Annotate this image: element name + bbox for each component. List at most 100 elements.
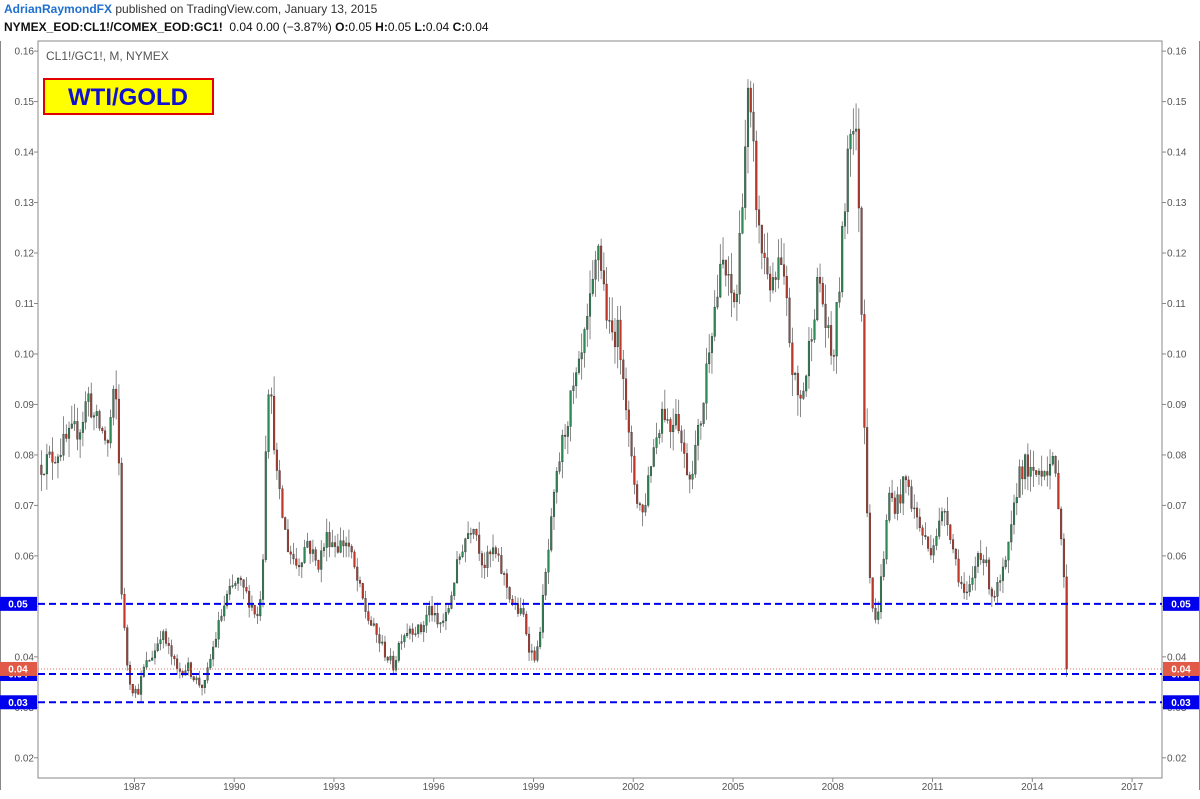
support-line-badge-left: [0, 596, 37, 611]
y-tick-label-right: 0.13: [1167, 198, 1187, 209]
close-value: 0.04: [465, 20, 489, 34]
candle-body: [536, 646, 539, 661]
candle-body: [264, 451, 267, 560]
candle-body: [234, 583, 237, 586]
candle-body: [735, 293, 738, 303]
candle-body: [807, 341, 810, 377]
candle-body: [331, 542, 334, 548]
candle-body: [259, 599, 262, 617]
candle-body: [167, 643, 170, 646]
candle-body: [375, 623, 378, 635]
high-label: H:: [375, 20, 388, 34]
candle-body: [156, 643, 159, 651]
candle-body: [192, 676, 195, 681]
candle-body: [552, 491, 556, 517]
candle-body: [104, 430, 107, 441]
candle-body: [688, 474, 691, 480]
candle-body: [832, 355, 835, 357]
candle-body: [137, 688, 140, 695]
low-label: L:: [414, 20, 426, 34]
candle-body: [1060, 508, 1063, 540]
candle-body: [672, 424, 675, 433]
candle-body: [622, 359, 625, 379]
candle-body: [613, 331, 616, 348]
candle-body: [298, 565, 301, 568]
candle-body: [971, 577, 974, 585]
candle-body: [353, 551, 356, 568]
candle-body: [663, 408, 666, 421]
candle-body: [431, 606, 434, 616]
candle-body: [314, 549, 317, 561]
candle-body: [422, 625, 425, 633]
candle-body: [935, 536, 938, 546]
candle-body: [979, 553, 982, 560]
candle-body: [98, 411, 101, 429]
candle-body: [237, 577, 240, 584]
candle-body: [151, 657, 154, 661]
candle-body: [669, 419, 672, 433]
candle-body: [325, 532, 328, 548]
candle-body: [727, 273, 730, 276]
candle-body: [982, 559, 985, 564]
candle-body: [888, 492, 891, 521]
candle-body: [705, 363, 708, 404]
candle-body: [453, 582, 456, 596]
x-tick-label: 1990: [223, 782, 246, 793]
candle-body: [109, 417, 112, 444]
y-tick-label-left: 0.11: [15, 299, 34, 310]
candle-body: [73, 421, 76, 425]
candle-body: [716, 296, 719, 308]
candle-body: [699, 423, 702, 426]
candle-body: [220, 615, 223, 621]
candle-body: [963, 583, 966, 593]
candle-body: [286, 529, 289, 553]
candle-body: [281, 488, 284, 518]
candle-body: [334, 542, 337, 547]
candle-body: [486, 551, 489, 568]
plot-area: [37, 40, 1163, 779]
candle-body: [799, 394, 802, 399]
candle-body: [558, 461, 561, 472]
candle-body: [123, 594, 126, 628]
candle-body: [702, 402, 705, 424]
candle-body: [528, 633, 531, 653]
candle-body: [896, 494, 899, 514]
x-tick-label: 2008: [822, 782, 845, 793]
candle-body: [464, 538, 467, 553]
candle-body: [134, 688, 137, 694]
candle-body: [516, 603, 520, 614]
author-link[interactable]: AdrianRaymondFX: [4, 2, 113, 16]
candle-body: [1018, 466, 1021, 498]
y-tick-label-left: 0.10: [15, 349, 35, 360]
candle-body: [364, 598, 367, 612]
candle-body: [54, 462, 57, 464]
candle-body: [303, 547, 306, 563]
candle-body: [777, 257, 780, 280]
candle-body: [436, 613, 439, 625]
candle-body: [309, 541, 312, 554]
last-price-badge-right: [1163, 661, 1199, 676]
candle-body: [198, 677, 201, 686]
candle-body: [827, 325, 830, 328]
candle-body: [500, 555, 503, 574]
candle-body: [458, 556, 461, 560]
candle-body: [59, 454, 62, 458]
candle-body: [320, 550, 323, 570]
candle-body: [56, 456, 59, 464]
candle-body: [605, 283, 608, 321]
candle-body: [339, 540, 342, 553]
candle-body: [311, 549, 314, 554]
candle-body: [439, 622, 442, 625]
candle-body: [857, 128, 860, 209]
y-tick-label-left: 0.06: [15, 551, 35, 562]
candle-body: [741, 207, 744, 234]
candle-body: [580, 352, 583, 360]
candle-body: [145, 660, 148, 668]
candle-body: [250, 604, 253, 608]
candle-body: [187, 662, 190, 671]
candle-body: [417, 624, 420, 634]
candle-body: [81, 421, 84, 433]
candle-body: [245, 587, 248, 592]
candle-body: [372, 623, 375, 626]
